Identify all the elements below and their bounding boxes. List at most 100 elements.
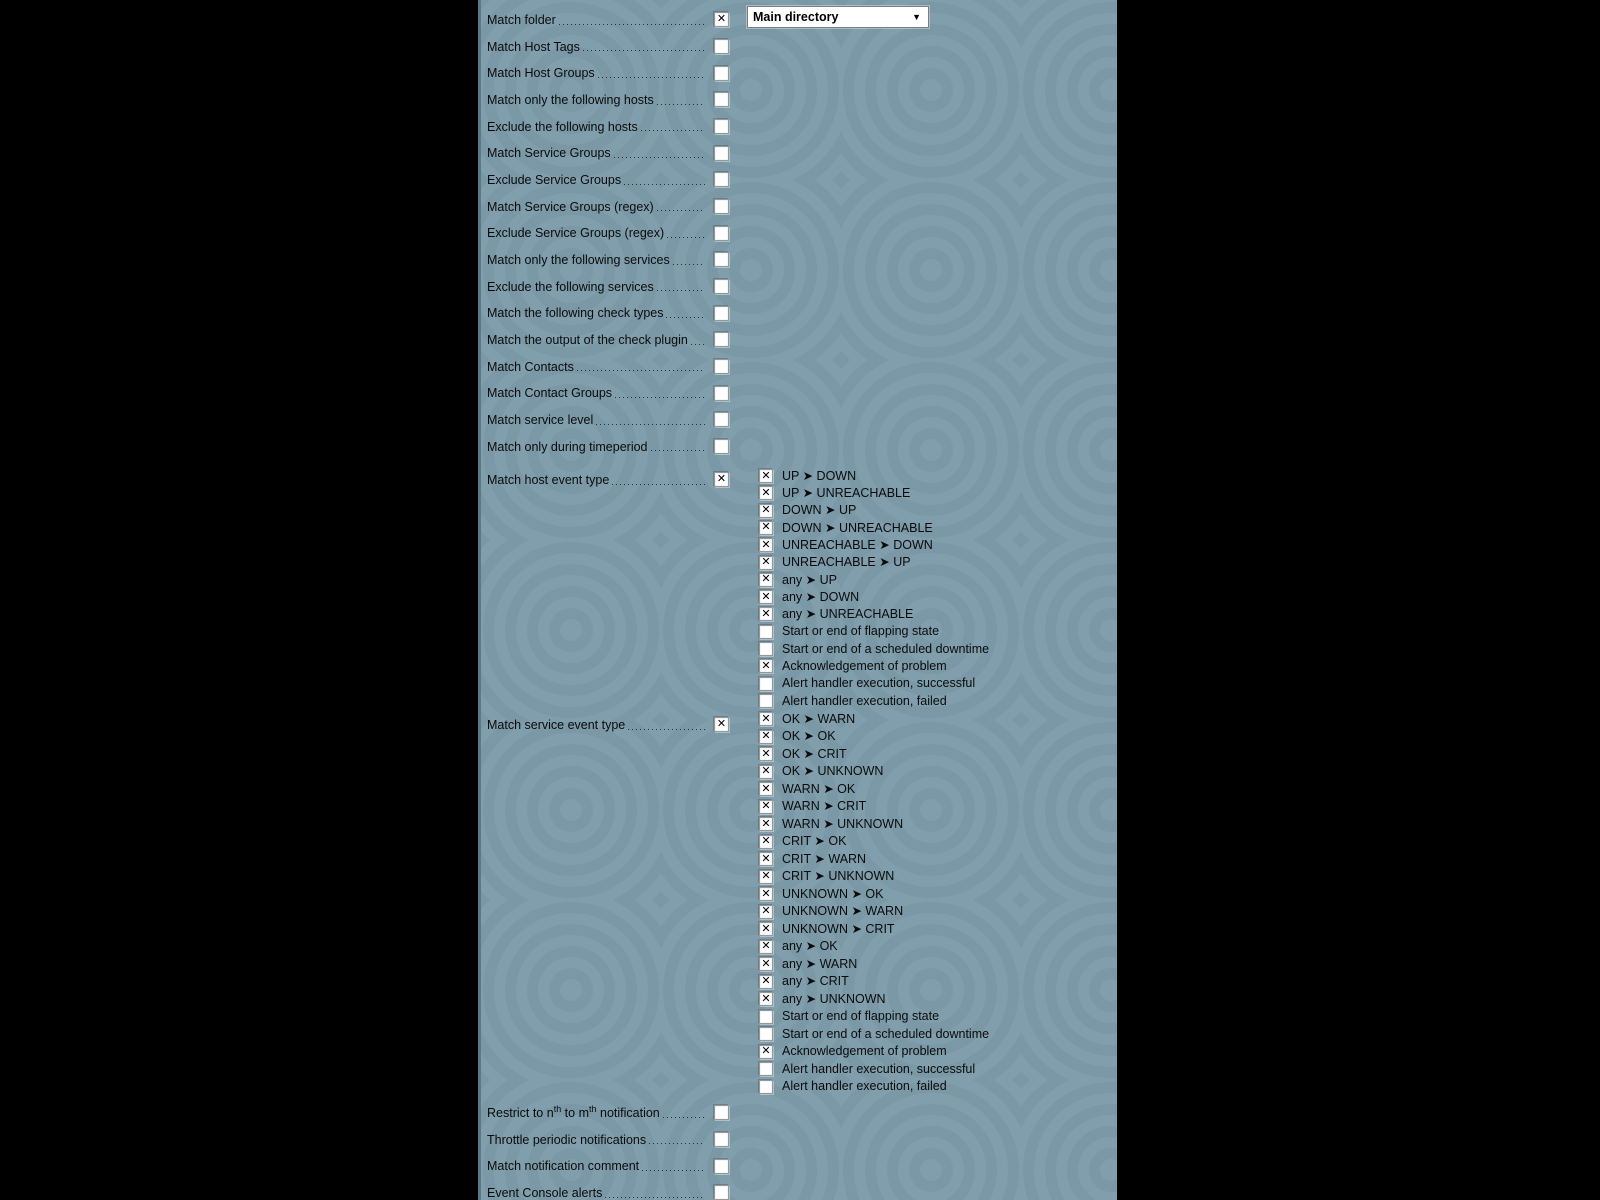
event-type-option: ✕ OK ➤ CRIT [759,745,989,763]
event-type-option-checkbox[interactable] [759,1062,773,1077]
event-type-option-checkbox[interactable]: ✕ [759,590,773,605]
field-label-wrap: Match only the following services [487,247,705,274]
dotted-leader [662,1108,705,1118]
event-type-option-checkbox[interactable]: ✕ [759,817,773,832]
event-type-option-checkbox[interactable]: ✕ [759,747,773,762]
event-type-option-checkbox[interactable]: ✕ [759,922,773,937]
match-condition-checkbox[interactable] [714,118,729,134]
match-condition-checkbox[interactable] [714,1105,729,1121]
event-type-option-label: UP ➤ UNREACHABLE [782,486,911,501]
event-type-option-checkbox[interactable]: ✕ [759,834,773,849]
event-type-option-checkbox[interactable] [759,1027,773,1042]
event-type-option: Alert handler execution, failed [759,1078,989,1096]
event-type-option-label: any ➤ UNREACHABLE [782,607,914,622]
dropdown-arrow-icon: ▼ [912,12,921,22]
event-type-option-label: any ➤ DOWN [782,589,860,604]
event-type-option: ✕ UNKNOWN ➤ CRIT [759,920,989,938]
event-type-option-checkbox[interactable] [759,676,773,691]
match-condition-checkbox[interactable] [714,38,729,54]
match-condition-checkbox[interactable] [714,305,729,321]
event-type-option-checkbox[interactable] [759,624,773,639]
event-type-option-checkbox[interactable]: ✕ [759,538,773,553]
field-label: Restrict to nth to mth notification [487,1103,660,1121]
event-type-option-checkbox[interactable]: ✕ [759,1044,773,1059]
form-row: Exclude Service Groups [481,167,1117,194]
event-type-option-checkbox[interactable]: ✕ [759,939,773,954]
match-condition-checkbox[interactable] [714,92,729,108]
match-condition-checkbox[interactable] [714,278,729,294]
match-condition-checkbox[interactable] [714,65,729,81]
event-type-option-label: UNKNOWN ➤ WARN [782,904,904,919]
field-label: Match Service Groups [487,146,611,161]
field-label: Match Service Groups (regex) [487,199,654,214]
form-row: Match service level [481,407,1117,434]
folder-select[interactable]: Main directory ▼ [747,6,929,28]
match-condition-checkbox[interactable] [714,1185,729,1200]
event-type-option-checkbox[interactable]: ✕ [759,799,773,814]
event-type-option-checkbox[interactable]: ✕ [759,607,773,622]
event-type-option: ✕ UP ➤ UNREACHABLE [759,485,989,502]
event-type-option-checkbox[interactable]: ✕ [759,469,773,484]
match-condition-checkbox[interactable] [714,438,729,454]
match-condition-checkbox[interactable] [714,1158,729,1174]
field-label: Exclude Service Groups [487,173,622,188]
dotted-leader [628,720,705,730]
event-type-option-checkbox[interactable]: ✕ [759,852,773,867]
match-condition-checkbox[interactable] [714,172,729,188]
event-type-option-checkbox[interactable]: ✕ [759,486,773,501]
event-type-option-checkbox[interactable]: ✕ [759,887,773,902]
event-type-option: ✕ UP ➤ DOWN [759,467,989,484]
event-type-option-checkbox[interactable] [759,642,773,656]
event-type-option-checkbox[interactable]: ✕ [759,729,773,744]
match-conditions-bottom-list: Restrict to nth to mth notification Throt… [481,1100,1117,1200]
event-type-option-checkbox[interactable]: ✕ [759,503,773,518]
match-condition-checkbox[interactable] [714,332,729,348]
match-condition-checkbox[interactable] [714,358,729,374]
event-type-option-checkbox[interactable]: ✕ [759,904,773,919]
match-condition-checkbox[interactable]: ✕ [714,12,729,28]
event-type-option-checkbox[interactable]: ✕ [759,520,773,535]
event-type-option-checkbox[interactable]: ✕ [759,764,773,779]
event-type-option: ✕ UNREACHABLE ➤ UP [759,554,989,571]
event-type-option-checkbox[interactable]: ✕ [759,992,773,1007]
event-type-option: ✕ any ➤ WARN [759,955,989,973]
field-label: Match Contacts [487,359,574,374]
event-type-option: Start or end of flapping state [759,623,989,640]
match-condition-checkbox[interactable] [714,385,729,401]
match-host-event-type-checkbox[interactable]: ✕ [714,472,729,488]
field-label: Match only during timeperiod [487,439,648,454]
event-type-option-checkbox[interactable] [759,1009,773,1024]
match-condition-checkbox[interactable] [714,145,729,161]
event-type-option: ✕ OK ➤ OK [759,728,989,746]
match-condition-checkbox[interactable] [714,412,729,428]
event-type-option-checkbox[interactable]: ✕ [759,712,773,727]
field-label-wrap: Match Host Groups [487,60,705,87]
field-label-wrap: Match folder [487,7,705,34]
field-label: Match service level [487,412,594,427]
event-type-option-checkbox[interactable]: ✕ [759,974,773,989]
field-label-wrap: Throttle periodic notifications [487,1127,705,1154]
event-type-option-checkbox[interactable]: ✕ [759,659,773,674]
event-type-option: ✕ any ➤ OK [759,938,989,956]
match-condition-checkbox[interactable] [714,252,729,268]
event-type-option-label: any ➤ UP [782,572,837,587]
event-type-option-checkbox[interactable]: ✕ [759,957,773,972]
field-label-wrap: Match Contacts [487,354,705,381]
field-label: Match Host Groups [487,66,595,81]
dotted-leader [624,175,705,185]
match-condition-checkbox[interactable] [714,1131,729,1147]
event-type-option-checkbox[interactable]: ✕ [759,869,773,884]
event-type-option-checkbox[interactable]: ✕ [759,555,773,570]
match-service-event-type-checkbox[interactable]: ✕ [714,717,729,733]
match-condition-checkbox[interactable] [714,225,729,241]
event-type-option-checkbox[interactable]: ✕ [759,572,773,587]
event-type-option-checkbox[interactable] [759,1079,773,1094]
event-type-option-checkbox[interactable]: ✕ [759,782,773,797]
field-label: Exclude the following services [487,279,654,294]
match-condition-checkbox[interactable] [714,198,729,214]
field-label-wrap: Match only during timeperiod [487,434,705,461]
event-type-option-label: UNKNOWN ➤ OK [782,886,884,901]
dotted-leader [613,149,705,159]
event-type-option: Alert handler execution, successful [759,1060,989,1078]
event-type-option-checkbox[interactable] [759,693,773,708]
